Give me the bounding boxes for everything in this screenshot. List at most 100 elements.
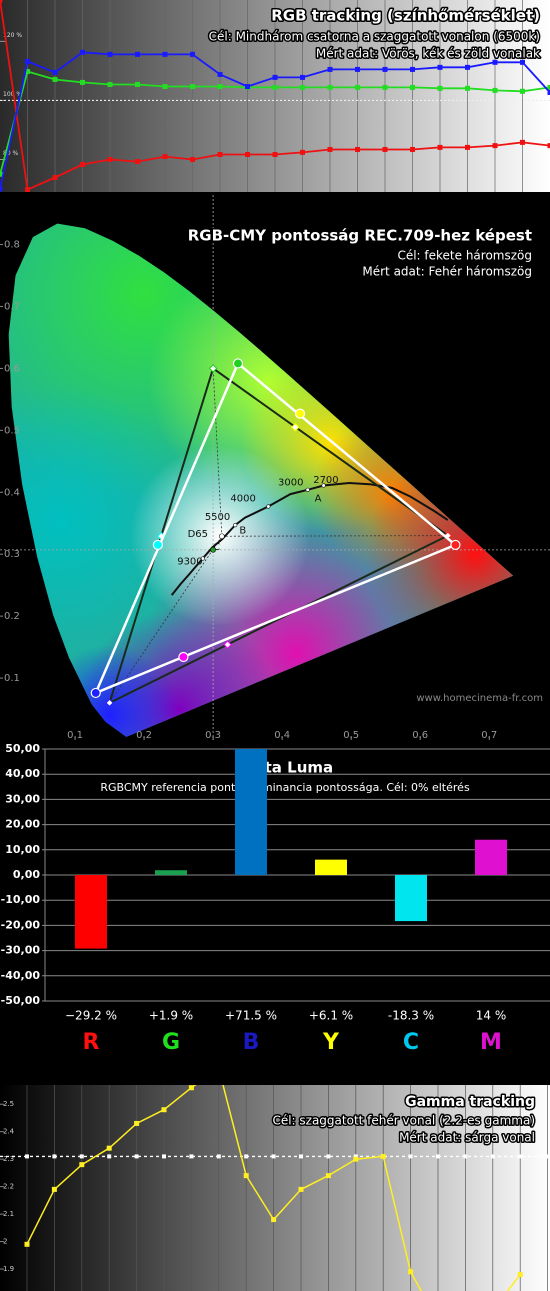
point <box>327 84 333 90</box>
y-tick-label: 1.9 <box>3 1265 14 1273</box>
target-point <box>353 1154 358 1159</box>
point <box>437 85 443 91</box>
y-tick-label: 2.4 <box>3 1128 15 1136</box>
target-guide <box>221 535 448 537</box>
point <box>547 89 550 95</box>
target-point <box>25 1154 29 1159</box>
point <box>382 66 388 72</box>
planckian-locus <box>170 481 449 596</box>
target-point <box>79 1154 84 1159</box>
point <box>162 51 168 57</box>
point <box>245 84 250 90</box>
target-point <box>134 1154 139 1159</box>
gamma-tracking: 1.9 2 2.1 2.2 2.3 2.4 2.5 Gamma tracking Cél: sz… <box>0 1085 550 1291</box>
annotation: D65 <box>188 529 208 540</box>
y-tick-label: 0,00 <box>13 868 40 881</box>
bar <box>75 875 107 949</box>
white-point <box>219 533 225 540</box>
point <box>135 159 140 165</box>
value-label: +1.9 % <box>149 1009 193 1023</box>
target-point <box>490 1154 495 1159</box>
category-label: C <box>403 1030 419 1055</box>
target-guide <box>212 368 223 537</box>
point <box>51 1186 57 1192</box>
y-tick-label: -20,00 <box>1 918 41 931</box>
point <box>353 1156 359 1162</box>
annotation: C <box>213 542 220 553</box>
point <box>217 84 223 90</box>
point <box>382 146 388 152</box>
bar <box>155 870 187 875</box>
point <box>355 146 360 152</box>
point <box>327 66 333 72</box>
point <box>355 84 360 90</box>
x-tick-label: 0.7 <box>481 730 497 741</box>
point <box>437 64 443 70</box>
value-label: 14 % <box>476 1009 507 1023</box>
gamut-triangle <box>93 361 458 696</box>
point <box>272 74 278 80</box>
target-point <box>208 364 218 373</box>
target-point <box>326 1154 331 1159</box>
planck-point <box>200 556 205 561</box>
point <box>410 66 415 72</box>
point <box>465 144 470 150</box>
point <box>410 84 415 90</box>
y-tick-label: 0.7 <box>4 301 20 312</box>
planck-point <box>266 504 271 509</box>
locus-color <box>8 383 202 664</box>
y-tick-label: -30,00 <box>1 944 41 957</box>
bar <box>395 875 427 922</box>
point <box>24 1241 30 1247</box>
point <box>190 157 195 163</box>
point <box>190 84 195 90</box>
y-tick-label: 0.4 <box>4 487 20 498</box>
point <box>25 68 30 74</box>
annotation: 2700 <box>313 475 338 486</box>
delta-luma: -50,00 -40,00 -30,00 -20,00 -10,00 0,00 10,00 2… <box>1 742 550 1055</box>
measured-point <box>294 408 306 419</box>
point <box>243 1173 249 1179</box>
point <box>80 162 85 168</box>
category-label: M <box>480 1030 502 1055</box>
point <box>272 151 278 157</box>
y-tick-label: 2.3 <box>3 1155 14 1163</box>
chart-subtitle: Cél: fekete háromszög <box>397 249 532 263</box>
category-label: G <box>162 1030 180 1055</box>
point <box>271 1217 277 1223</box>
y-tick-label: 120 % <box>3 32 22 39</box>
target-point <box>271 1154 276 1159</box>
value-label: −29.2 % <box>65 1009 117 1023</box>
chart-note: Mért adat: Fehér háromszög <box>362 265 532 279</box>
point <box>327 146 333 152</box>
point <box>408 1269 414 1275</box>
point <box>107 157 113 163</box>
point <box>547 84 550 90</box>
plot-area <box>75 749 507 949</box>
y-tick-label: 100 % <box>3 91 22 98</box>
value-label: +71.5 % <box>225 1009 277 1023</box>
plot-area: 9300 5500 D65 4000 3000 2700 A B C <box>0 195 550 740</box>
point <box>520 139 525 145</box>
point <box>325 1173 331 1179</box>
chart-note: Mért adat: Vörös, kék és zöld vonalak <box>316 47 540 61</box>
y-tick-label: 20,00 <box>5 818 40 831</box>
annotation: 4000 <box>230 493 255 504</box>
target-point <box>291 423 300 432</box>
bar <box>235 749 267 875</box>
target-point <box>52 1154 57 1159</box>
point <box>465 64 470 70</box>
point <box>355 66 360 72</box>
y-tick-label: 30,00 <box>5 792 40 805</box>
point <box>298 1186 304 1192</box>
point <box>80 49 85 55</box>
y-tick-label: -50,00 <box>1 994 41 1007</box>
annotation: A <box>315 493 322 504</box>
target-point <box>518 1154 523 1159</box>
measured-point <box>450 539 461 551</box>
point <box>437 144 443 150</box>
point <box>300 74 305 80</box>
measured-point <box>232 358 244 369</box>
point <box>245 151 250 157</box>
